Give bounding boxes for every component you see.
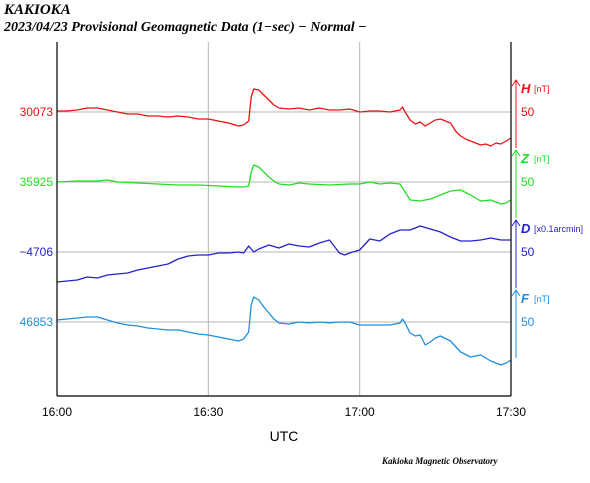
scale-arrow-d bbox=[511, 219, 521, 227]
component-unit-z: [nT] bbox=[534, 154, 550, 164]
scale-arrow-f bbox=[511, 289, 521, 297]
scale-label-d: 50 bbox=[521, 245, 535, 259]
component-unit-h: [nT] bbox=[534, 84, 550, 94]
x-tick-label: 16:30 bbox=[193, 405, 223, 419]
series-line-d bbox=[56, 225, 511, 283]
x-axis-title: UTC bbox=[270, 428, 299, 444]
scale-arrow-h bbox=[511, 79, 521, 87]
baseline-label-h: 30073 bbox=[20, 105, 54, 119]
component-name-f: F bbox=[521, 291, 530, 306]
component-name-z: Z bbox=[520, 151, 530, 166]
baseline-label-f: 46853 bbox=[20, 315, 54, 329]
component-unit-f: [nT] bbox=[534, 294, 550, 304]
scale-label-h: 50 bbox=[521, 105, 535, 119]
series-line-f bbox=[56, 296, 512, 366]
series-layer bbox=[56, 88, 512, 366]
x-tick-label: 16:00 bbox=[42, 405, 72, 419]
series-line-h bbox=[57, 88, 512, 147]
grid-layer bbox=[57, 42, 512, 396]
component-unit-d: [x0.1arcmin] bbox=[534, 224, 583, 234]
x-tick-label: 17:30 bbox=[496, 405, 526, 419]
baseline-label-d: −4706 bbox=[19, 245, 53, 259]
component-name-h: H bbox=[521, 81, 531, 96]
x-tick-label: 17:00 bbox=[345, 405, 375, 419]
scale-label-f: 50 bbox=[521, 315, 535, 329]
observatory-credit: Kakioka Magnetic Observatory bbox=[382, 456, 498, 466]
station-title: KAKIOKA bbox=[4, 2, 71, 18]
scale-arrow-z bbox=[511, 149, 521, 157]
axis-layer: 16:0016:3017:0017:3018:0018:303007350H[n… bbox=[19, 42, 583, 444]
scale-label-z: 50 bbox=[521, 175, 535, 189]
series-line-z bbox=[56, 164, 512, 205]
component-name-d: D bbox=[521, 221, 531, 236]
baseline-label-z: 35925 bbox=[20, 175, 54, 189]
chart-subtitle: 2023/04/23 Provisional Geomagnetic Data … bbox=[4, 20, 367, 35]
